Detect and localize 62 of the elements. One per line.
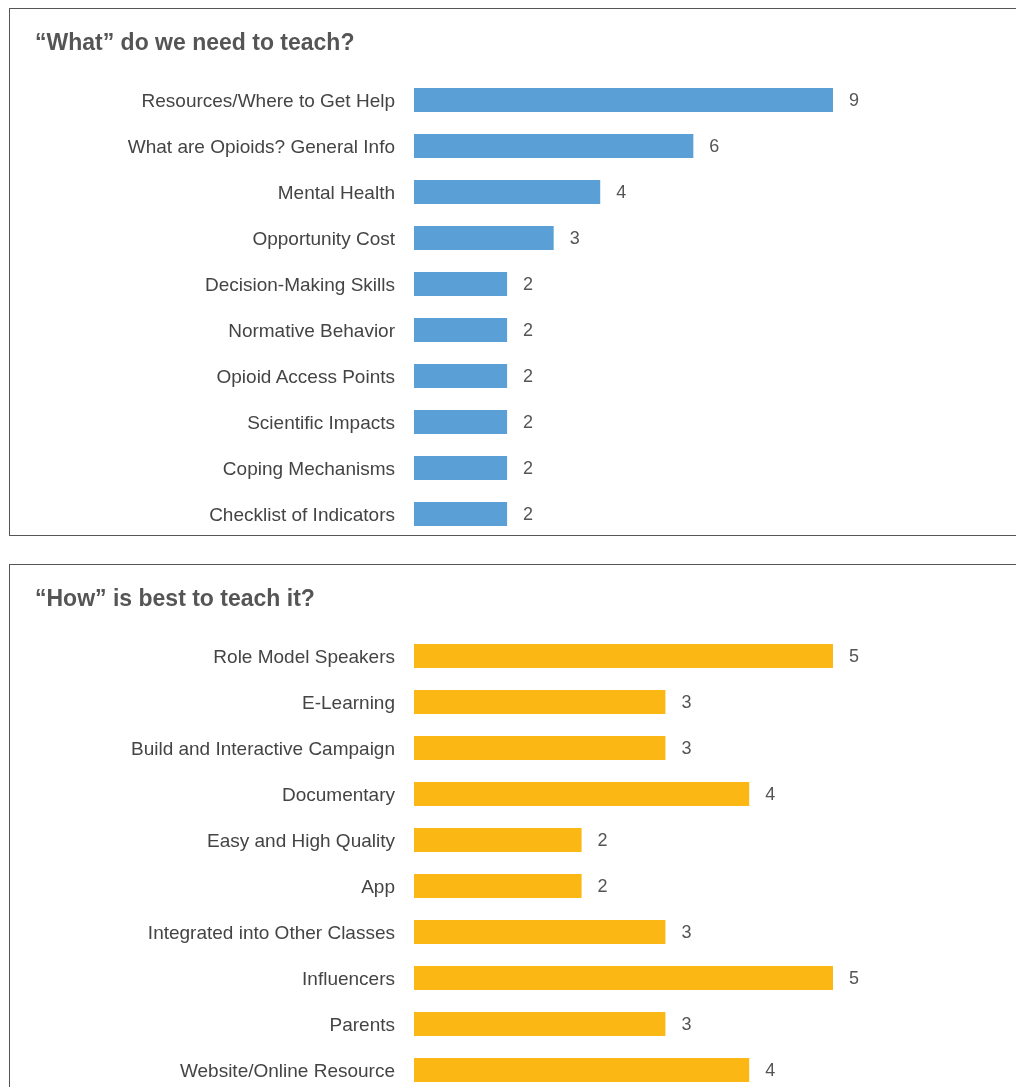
data-label: 4: [616, 182, 627, 203]
y-tick-label: E-Learning: [302, 691, 395, 713]
data-label: 4: [765, 784, 776, 805]
bar: [414, 226, 554, 250]
y-tick-label: Scientific Impacts: [247, 411, 395, 433]
y-tick-label: Build and Interactive Campaign: [130, 737, 395, 759]
y-tick-label: What are Opioids? General Info: [127, 135, 395, 157]
data-label: 2: [597, 830, 608, 851]
bar: [414, 690, 666, 714]
bar: [414, 828, 582, 852]
bar: [414, 782, 750, 806]
y-tick-label: Easy and High Quality: [207, 829, 396, 851]
data-label: 2: [597, 876, 608, 897]
data-label: 3: [681, 738, 692, 759]
y-tick-label: Integrated into Other Classes: [147, 921, 395, 943]
data-label: 2: [523, 366, 534, 387]
y-tick-label: Decision-Making Skills: [204, 273, 395, 295]
y-tick-label: Role Model Speakers: [213, 645, 395, 667]
y-tick-label: Mental Health: [277, 181, 395, 203]
bar: [414, 736, 666, 760]
bar: [414, 134, 694, 158]
data-label: 5: [849, 646, 860, 667]
text: “What” do we need to teach?: [34, 29, 356, 57]
y-tick-label: Influencers: [302, 967, 395, 989]
y-tick-label: Checklist of Indicators: [209, 503, 395, 525]
data-label: 3: [569, 228, 580, 249]
bar: [414, 410, 508, 434]
bar: [414, 502, 508, 526]
data-label: 6: [709, 136, 720, 157]
data-label: 9: [849, 90, 860, 111]
y-tick-label: Opioid Access Points: [216, 365, 395, 387]
data-label: 5: [849, 968, 860, 989]
bar: [414, 920, 666, 944]
y-tick-label: Website/Online Resource: [179, 1059, 395, 1081]
data-label: 3: [681, 692, 692, 713]
bar: [414, 272, 508, 296]
y-tick-label: Documentary: [282, 783, 396, 805]
data-label: 2: [523, 274, 534, 295]
data-label: 4: [765, 1060, 776, 1081]
bar: [414, 874, 582, 898]
y-tick-label: Opportunity Cost: [252, 227, 396, 249]
data-label: 3: [681, 1014, 692, 1035]
bar: [414, 180, 601, 204]
bar: [414, 364, 508, 388]
bar: [414, 318, 508, 342]
data-label: 2: [523, 458, 534, 479]
y-tick-label: Parents: [329, 1013, 395, 1035]
bar: [414, 88, 833, 112]
y-tick-label: Normative Behavior: [228, 319, 396, 341]
bar: [414, 644, 833, 668]
bar: [414, 1058, 750, 1082]
data-label: 3: [681, 922, 692, 943]
bar: [414, 456, 508, 480]
y-tick-label: Resources/Where to Get Help: [141, 89, 395, 111]
data-label: 2: [523, 320, 534, 341]
y-tick-label: App: [361, 875, 395, 897]
y-tick-label: Coping Mechanisms: [222, 457, 395, 479]
data-label: 2: [523, 504, 534, 525]
bar: [414, 1012, 666, 1036]
bar: [414, 966, 833, 990]
data-label: 2: [523, 412, 534, 433]
text: “How” is best to teach it?: [34, 585, 316, 613]
